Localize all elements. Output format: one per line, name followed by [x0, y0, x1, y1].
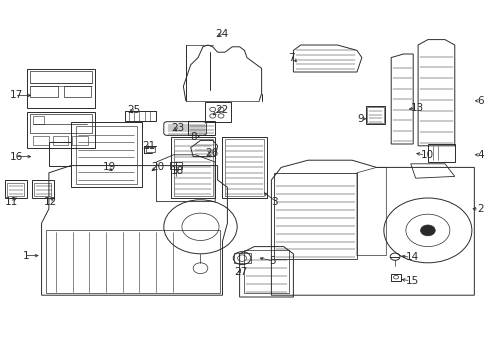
- Bar: [27, 112, 95, 148]
- Bar: [124, 111, 156, 121]
- Bar: [49, 142, 71, 166]
- Text: 17: 17: [10, 90, 23, 100]
- Bar: [222, 137, 266, 198]
- Bar: [273, 173, 356, 259]
- Text: 18: 18: [171, 166, 184, 176]
- Bar: [32, 180, 54, 198]
- Bar: [30, 86, 58, 97]
- Bar: [365, 106, 385, 124]
- Text: 20: 20: [151, 162, 164, 172]
- Bar: [30, 114, 92, 133]
- Text: 27: 27: [234, 267, 247, 277]
- Text: 22: 22: [215, 105, 228, 115]
- Text: 12: 12: [44, 197, 57, 207]
- Text: 1: 1: [22, 251, 29, 261]
- Text: 6: 6: [476, 96, 483, 106]
- Bar: [63, 86, 91, 97]
- Text: 7: 7: [288, 53, 295, 63]
- Text: 2: 2: [476, 204, 483, 214]
- Bar: [53, 136, 68, 145]
- Text: 11: 11: [5, 197, 18, 207]
- Bar: [30, 71, 92, 83]
- Text: 4: 4: [476, 150, 483, 160]
- Text: 19: 19: [102, 162, 116, 172]
- Bar: [170, 162, 182, 169]
- Bar: [33, 136, 49, 145]
- Bar: [224, 139, 264, 196]
- Text: 26: 26: [205, 148, 218, 158]
- Bar: [145, 147, 154, 152]
- Text: 24: 24: [215, 29, 228, 39]
- Bar: [171, 137, 215, 198]
- Bar: [71, 122, 142, 187]
- Bar: [233, 253, 250, 263]
- Bar: [205, 102, 230, 122]
- Text: 9: 9: [356, 114, 363, 124]
- Text: 3: 3: [271, 197, 278, 207]
- Bar: [244, 250, 288, 293]
- Bar: [7, 183, 24, 196]
- Text: 14: 14: [405, 252, 418, 262]
- Text: 15: 15: [405, 276, 418, 286]
- Text: 8: 8: [190, 132, 197, 142]
- Bar: [5, 180, 27, 198]
- Circle shape: [420, 225, 434, 236]
- Text: 25: 25: [127, 105, 140, 115]
- Text: 21: 21: [142, 141, 155, 151]
- Bar: [34, 183, 51, 196]
- Text: 5: 5: [268, 256, 275, 266]
- Bar: [76, 126, 137, 184]
- Text: 13: 13: [410, 103, 423, 113]
- Bar: [27, 69, 95, 108]
- Bar: [173, 139, 212, 196]
- Bar: [366, 107, 383, 123]
- Bar: [390, 274, 400, 281]
- Bar: [72, 136, 88, 145]
- Bar: [33, 116, 44, 124]
- Text: 16: 16: [10, 152, 23, 162]
- Text: 23: 23: [171, 123, 184, 133]
- Text: 10: 10: [420, 150, 433, 160]
- Bar: [188, 121, 215, 135]
